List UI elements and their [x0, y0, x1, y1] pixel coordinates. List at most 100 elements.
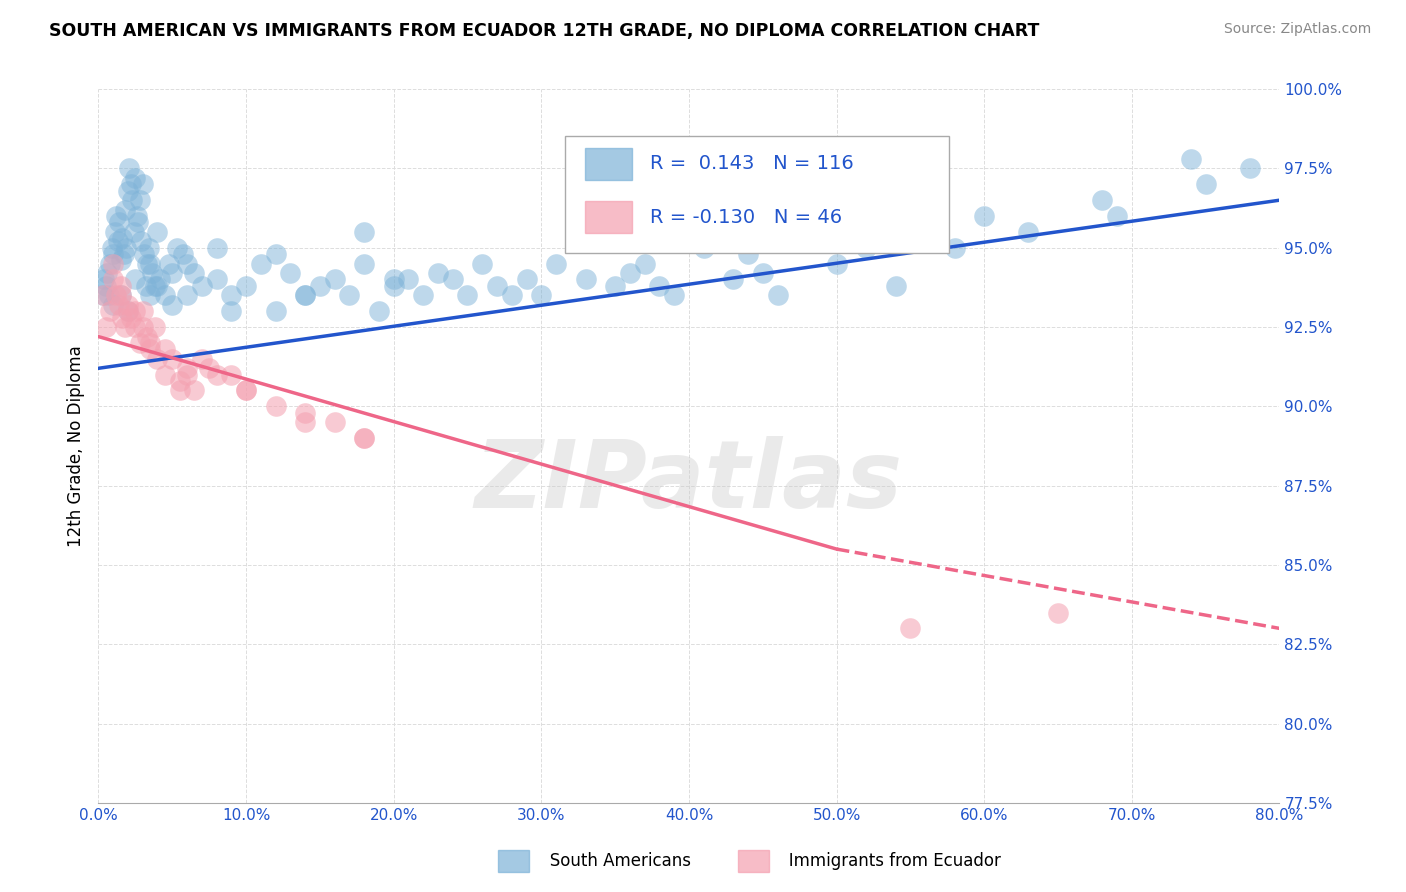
- Point: [205, 368, 228, 382]
- Point: [693, 241, 716, 255]
- Point: [128, 335, 150, 350]
- Point: [183, 266, 205, 280]
- Point: [146, 225, 169, 239]
- Point: [973, 209, 995, 223]
- Point: [176, 361, 198, 376]
- Point: [117, 298, 139, 312]
- Point: [516, 272, 538, 286]
- Point: [323, 415, 346, 429]
- Bar: [585, 202, 633, 234]
- Point: [176, 257, 198, 271]
- Point: [264, 304, 287, 318]
- Y-axis label: 12th Grade, No Diploma: 12th Grade, No Diploma: [66, 345, 84, 547]
- Text: R =  0.143   N = 116: R = 0.143 N = 116: [650, 154, 853, 173]
- Point: [176, 288, 198, 302]
- Point: [396, 272, 419, 286]
- Point: [294, 288, 316, 302]
- Point: [191, 278, 214, 293]
- Point: [219, 288, 243, 302]
- Point: [172, 247, 194, 261]
- Point: [124, 171, 146, 186]
- Point: [100, 241, 122, 255]
- Point: [412, 288, 434, 302]
- Point: [766, 288, 789, 302]
- Point: [94, 320, 117, 334]
- Point: [382, 272, 405, 286]
- Point: [135, 278, 157, 293]
- Point: [264, 400, 287, 414]
- Point: [107, 235, 129, 249]
- Point: [664, 288, 686, 302]
- Point: [153, 343, 176, 357]
- Point: [115, 241, 138, 255]
- Point: [353, 431, 375, 445]
- Point: [825, 257, 848, 271]
- Point: [127, 215, 149, 229]
- Point: [146, 278, 169, 293]
- Point: [91, 288, 114, 302]
- Point: [441, 272, 464, 286]
- Point: [117, 184, 139, 198]
- Point: [294, 415, 316, 429]
- Point: [103, 298, 125, 312]
- Point: [94, 278, 117, 293]
- Point: [139, 257, 162, 271]
- Point: [124, 320, 146, 334]
- Point: [132, 178, 155, 192]
- Point: [1046, 606, 1069, 620]
- Point: [250, 257, 273, 271]
- Point: [294, 288, 316, 302]
- FancyBboxPatch shape: [565, 136, 949, 253]
- Point: [98, 257, 121, 271]
- Point: [162, 298, 183, 312]
- Point: [605, 278, 627, 293]
- Point: [205, 272, 228, 286]
- Point: [198, 361, 221, 376]
- Point: [93, 272, 115, 286]
- Point: [530, 288, 553, 302]
- Text: South Americans: South Americans: [534, 852, 692, 870]
- Point: [110, 288, 132, 302]
- Point: [546, 257, 568, 271]
- Point: [169, 384, 191, 398]
- Point: [134, 247, 156, 261]
- Point: [157, 257, 180, 271]
- Point: [118, 161, 141, 176]
- Point: [723, 272, 745, 286]
- Point: [136, 257, 159, 271]
- Point: [183, 384, 205, 398]
- Point: [1017, 225, 1039, 239]
- Point: [219, 368, 243, 382]
- Bar: [585, 148, 633, 180]
- Point: [105, 288, 128, 302]
- Point: [120, 310, 142, 325]
- Point: [471, 257, 494, 271]
- Point: [104, 225, 127, 239]
- Point: [117, 304, 139, 318]
- Point: [353, 225, 375, 239]
- Point: [264, 247, 287, 261]
- Point: [1239, 161, 1261, 176]
- Point: [110, 278, 132, 293]
- Point: [97, 288, 120, 302]
- Point: [98, 304, 121, 318]
- Point: [648, 278, 671, 293]
- Point: [114, 320, 136, 334]
- Point: [1195, 178, 1218, 192]
- Point: [138, 241, 160, 255]
- Point: [205, 241, 228, 255]
- Point: [124, 272, 146, 286]
- Point: [103, 247, 125, 261]
- Point: [117, 304, 139, 318]
- Point: [124, 304, 146, 318]
- Point: [235, 384, 257, 398]
- Point: [309, 278, 332, 293]
- Point: [125, 209, 148, 223]
- Point: [96, 266, 118, 280]
- Point: [191, 351, 214, 366]
- Text: Source: ZipAtlas.com: Source: ZipAtlas.com: [1223, 22, 1371, 37]
- Point: [323, 272, 346, 286]
- Point: [122, 225, 145, 239]
- Point: [110, 253, 132, 268]
- Point: [427, 266, 450, 280]
